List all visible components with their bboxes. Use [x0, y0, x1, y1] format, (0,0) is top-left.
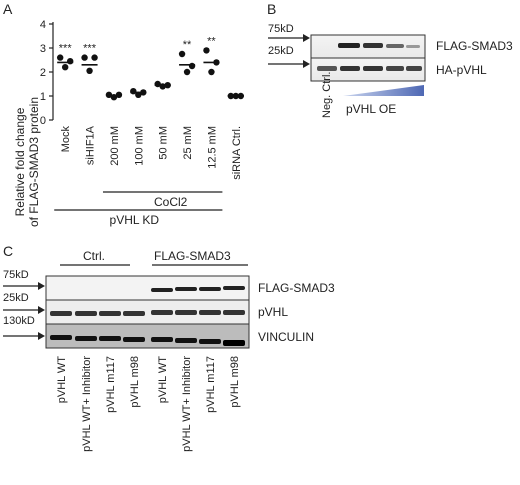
lane-label: pVHL m117: [205, 356, 217, 413]
gradient-wedge-icon: [343, 85, 424, 96]
marker-25kd-c: 25kD: [3, 292, 29, 304]
band-label-flag-smad3-b: FLAG-SMAD3: [436, 39, 513, 53]
x-category-label: 25 mM: [182, 126, 194, 160]
y-tick-label: 3: [40, 43, 46, 55]
band-label-flag-smad3-c: FLAG-SMAD3: [258, 281, 335, 295]
data-point: [208, 68, 215, 76]
blot-b-bands: [317, 43, 422, 71]
data-point: [56, 54, 64, 61]
lane-label: pVHL WT+ Inhibitor: [181, 356, 193, 452]
group-label-ctrl: Ctrl.: [83, 249, 105, 263]
x-category-label: siHIF1A: [85, 125, 97, 165]
arrow-head-icon: [38, 306, 45, 314]
lane-label-pvhl-oe: pVHL OE: [346, 102, 396, 116]
data-point: [188, 62, 196, 70]
data-point: [135, 91, 142, 99]
panel-a-chart: 0 1 2 3 4 *** Mock *** siHIF1A 200 mM 100 mM 50 mM *…: [40, 19, 245, 227]
group-label: CoCl2: [154, 195, 188, 209]
data-point: [86, 67, 93, 75]
marker-25kd-b: 25kD: [268, 45, 294, 57]
band-label-pvhl-c: pVHL: [258, 305, 288, 319]
arrow-head-icon: [38, 332, 45, 340]
group-label-flag-smad3: FLAG-SMAD3: [154, 249, 231, 263]
lane-label: pVHL WT+ Inhibitor: [81, 356, 93, 452]
y-tick-label: 4: [40, 19, 46, 31]
x-category-label: 12.5 mM: [206, 126, 218, 169]
ylabel-line-2: of FLAG-SMAD3 protein: [27, 97, 41, 227]
arrow-head-icon: [303, 34, 310, 42]
significance-label: ***: [59, 43, 73, 55]
data-point: [81, 54, 88, 61]
data-point: [61, 63, 69, 71]
y-tick-label: 1: [40, 91, 46, 103]
lane-label: pVHL m117: [105, 356, 117, 413]
data-point: [183, 68, 191, 76]
x-category-label: 200 mM: [109, 126, 121, 166]
band-label-vinculin-c: VINCULIN: [258, 330, 314, 344]
y-tick-label: 2: [40, 67, 46, 79]
x-category-label: 50 mM: [158, 126, 170, 160]
lane-label: pVHL WT: [157, 356, 169, 404]
data-point: [203, 47, 210, 54]
arrow-head-icon: [303, 60, 310, 68]
significance-label: **: [207, 35, 216, 47]
lane-label: pVHL m98: [129, 356, 141, 408]
blot-c-bands: [50, 286, 245, 346]
blot-c-vinculin: [45, 323, 250, 349]
band-label-ha-pvhl-b: HA-pVHL: [436, 63, 487, 77]
ylabel-line-1: Relative fold change: [13, 107, 27, 216]
group-label: pVHL KD: [110, 213, 160, 227]
data-point: [66, 58, 74, 65]
panel-c-lane-labels: pVHL WT pVHL WT+ Inhibitor pVHL m117 pVHL m…: [56, 356, 241, 452]
x-category-label: Mock: [60, 126, 72, 153]
arrow-head-icon: [38, 282, 45, 290]
lane-label: pVHL m98: [229, 356, 241, 408]
x-category-label: siRNA Ctrl.: [231, 126, 243, 180]
data-point: [91, 54, 98, 61]
significance-label: ***: [83, 43, 97, 55]
lane-label-neg-ctrl: Neg. Ctrl.: [321, 72, 333, 118]
marker-75kd-c: 75kD: [3, 269, 29, 281]
significance-label: **: [183, 39, 192, 51]
panel-a-label: A: [3, 1, 13, 17]
lane-label: pVHL WT: [56, 356, 68, 404]
panel-c-label: C: [3, 243, 13, 259]
marker-130kd-c: 130kD: [3, 315, 35, 327]
panel-b-label: B: [267, 1, 276, 17]
panel-a-ylabel: Relative fold change of FLAG-SMAD3 prote…: [13, 97, 41, 227]
marker-75kd-b: 75kD: [268, 23, 294, 35]
x-category-label: 100 mM: [133, 126, 145, 166]
data-point: [178, 50, 186, 58]
y-tick-label: 0: [40, 115, 46, 127]
